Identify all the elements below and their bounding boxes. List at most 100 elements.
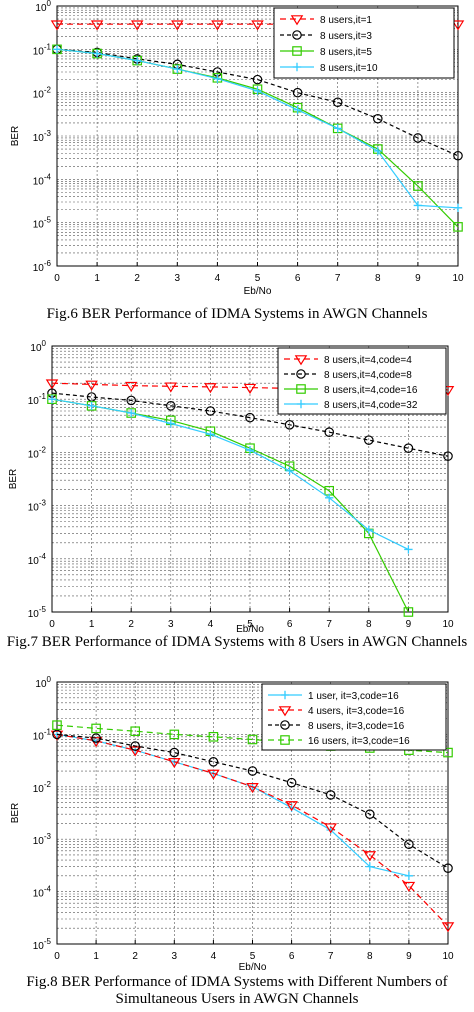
figure-7: 0 1 2 3 4 5 6 7 8 9 10 100 10-1 10-2 10-3 10-4 10-5 Eb/No…: [0, 334, 474, 674]
x-axis-label: Eb/No: [239, 962, 267, 973]
data-point: [441, 922, 455, 933]
data-point: [325, 493, 334, 503]
x-tick-label: 1: [89, 619, 95, 630]
legend-marker: [292, 62, 302, 72]
data-point: [365, 862, 374, 871]
data-point: [245, 412, 255, 423]
data-point: [206, 429, 215, 439]
data-point: [451, 20, 465, 31]
data-point: [52, 729, 62, 740]
y-tick-label: 100: [35, 675, 51, 690]
y-axis-label: BER: [10, 126, 21, 147]
data-point: [124, 381, 138, 392]
legend: 1 user, it=3,code=16 4 users, it=3,code=1…: [261, 683, 447, 751]
data-point: [253, 86, 262, 96]
y-tick-label: 10-2: [33, 780, 52, 795]
data-point: [85, 380, 98, 391]
x-tick-label: 10: [442, 951, 454, 962]
data-point: [453, 222, 463, 232]
figure-6-chart: 0 1 2 3 4 5 6 7 8 9 10 100 10-1 10-2 10-3 10-4 10-5 10-6 E…: [10, 0, 465, 297]
data-point: [204, 383, 217, 394]
legend-label: 1 user, it=3,code=16: [308, 691, 399, 702]
figure-7-chart: 0 1 2 3 4 5 6 7 8 9 10 100 10-1 10-2 10-3 10-4 10-5 Eb/No…: [8, 339, 455, 635]
data-point: [169, 729, 180, 740]
y-axis-label: BER: [8, 469, 19, 490]
data-point: [130, 726, 140, 737]
series: [52, 729, 453, 873]
y-tick-label: 10-3: [33, 129, 52, 144]
data-point: [251, 20, 264, 31]
data-point: [285, 466, 294, 476]
legend: 8 users,it=1 8 users,it=3 8 users,it=5 8 us…: [273, 7, 455, 79]
x-tick-label: 9: [406, 619, 412, 630]
x-tick-label: 1: [94, 273, 100, 284]
x-tick-label: 8: [367, 951, 373, 962]
legend-marker: [278, 706, 292, 717]
legend: 8 users,it=4,code=4 8 users,it=4,code=8 8 …: [277, 347, 447, 415]
legend-label: 8 users,it=3: [320, 31, 372, 42]
x-tick-label: 8: [366, 619, 372, 630]
x-tick-label: 0: [54, 951, 60, 962]
figure-7-caption: Fig.7 BER Performance of IDMA Systems wi…: [6, 634, 468, 650]
data-point: [443, 451, 453, 461]
figure-8-chart: 0 1 2 3 4 5 6 7 8 9 10 100 10-1 10-2 10-3 10-4 10-5 Eb/No…: [10, 675, 455, 973]
data-point: [130, 20, 144, 31]
legend-label: 8 users,it=10: [320, 63, 378, 74]
y-tick-label: 10-4: [33, 172, 52, 187]
data-point: [252, 74, 263, 85]
data-point: [332, 97, 343, 108]
data-point: [324, 823, 337, 834]
data-point: [333, 124, 342, 133]
data-point: [91, 733, 101, 743]
data-point: [404, 545, 413, 554]
x-tick-label: 0: [54, 273, 60, 284]
x-tick-label: 10: [442, 619, 454, 630]
data-point: [128, 746, 142, 757]
data-point: [325, 790, 336, 800]
data-point: [208, 731, 219, 742]
y-tick-label: 100: [30, 339, 46, 354]
x-axis-label: Eb/No: [236, 624, 264, 635]
y-tick-label: 10-2: [28, 445, 47, 460]
data-point: [166, 419, 175, 428]
data-point: [404, 839, 414, 850]
data-point: [324, 427, 334, 437]
x-tick-label: 4: [215, 273, 221, 284]
legend-label: 8 users,it=4,code=16: [324, 385, 418, 396]
y-tick-label: 10-5: [33, 216, 52, 231]
x-tick-label: 1: [93, 951, 99, 962]
data-point: [453, 203, 463, 213]
data-point: [247, 734, 258, 745]
data-point: [92, 49, 102, 58]
data-point: [453, 150, 463, 161]
x-tick-label: 4: [211, 951, 217, 962]
data-point: [211, 20, 224, 31]
x-tick-label: 8: [375, 273, 381, 284]
data-point: [245, 445, 255, 455]
x-tick-label: 7: [328, 951, 334, 962]
y-tick-label: 100: [35, 0, 51, 14]
legend-label: 8 users, it=3,code=16: [308, 721, 405, 732]
data-point: [169, 747, 180, 758]
data-point: [133, 56, 142, 65]
series-line: [56, 733, 449, 869]
data-point: [286, 777, 297, 788]
series: [50, 730, 455, 933]
legend-marker: [280, 720, 290, 730]
data-point: [404, 871, 414, 881]
y-tick-label: 10-3: [33, 832, 52, 847]
data-point: [127, 408, 136, 418]
x-tick-label: 5: [255, 273, 261, 284]
data-point: [443, 863, 453, 873]
series-line: [51, 398, 409, 550]
series-line: [56, 733, 449, 927]
data-point: [293, 105, 302, 115]
legend-label: 8 users,it=1: [320, 15, 372, 26]
legend-marker: [296, 384, 306, 394]
figure-6: 0 1 2 3 4 5 6 7 8 9 10 100 10-1 10-2 10-3 10-4 10-5 10-6 E…: [0, 0, 474, 330]
x-tick-label: 6: [287, 619, 293, 630]
y-axis-label: BER: [10, 803, 21, 824]
y-tick-label: 10-1: [33, 727, 52, 742]
data-point: [213, 74, 222, 83]
y-tick-label: 10-6: [33, 259, 52, 274]
